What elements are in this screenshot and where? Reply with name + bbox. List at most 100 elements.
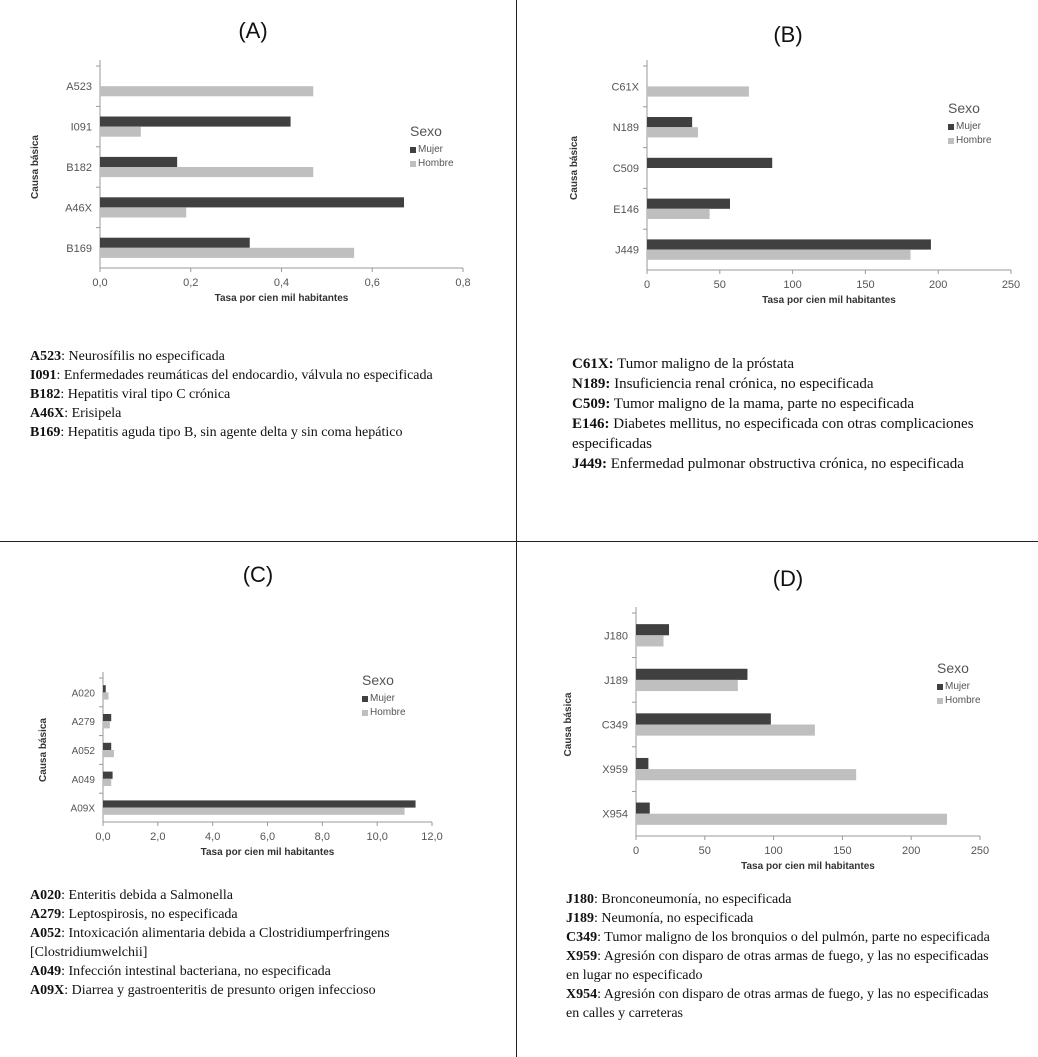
bar-hombre <box>636 679 738 692</box>
chart-b: 0 50 100 150 200 250 Tasa por cien mil habitan… <box>569 60 1020 306</box>
note-item: A09X: Diarrea y gastroenteritis de presu… <box>30 981 470 1000</box>
panel-c-title: (C) <box>242 562 274 587</box>
category-label: A279 <box>72 717 96 728</box>
legend-label-hombre: Hombre <box>370 707 406 718</box>
note-code: E146: <box>572 416 610 432</box>
panel-b-title: (B) <box>773 22 803 47</box>
legend-title: Sexo <box>410 123 442 139</box>
note-code: N189: <box>572 376 611 392</box>
note-text: : Hepatitis aguda tipo B, sin agente del… <box>60 425 403 440</box>
category-label: A523 <box>66 81 92 93</box>
note-code: A46X <box>30 406 65 421</box>
swatch-mujer <box>362 696 368 702</box>
note-text: : Leptospirosis, no especificada <box>61 907 238 922</box>
category-label: A09X <box>71 804 96 815</box>
note-text: : Bronconeumonía, no especificada <box>594 892 792 907</box>
note-code: B182 <box>30 387 61 402</box>
note-code: I091 <box>30 368 57 383</box>
x-tick-label: 8,0 <box>315 831 330 843</box>
bar-mujer <box>100 237 250 248</box>
x-tick-label: 0,6 <box>365 277 380 289</box>
legend-item-hombre: Hombre <box>410 157 454 171</box>
note-code: X959 <box>566 949 598 964</box>
horizontal-divider <box>0 541 1038 542</box>
note-text: : Agresión con disparo de otras armas de… <box>566 949 989 983</box>
x-tick-label: 0,4 <box>274 277 289 289</box>
note-text: : Neumonía, no especificada <box>594 911 754 926</box>
x-tick-label: 250 <box>971 845 989 857</box>
note-text: Enfermedad pulmonar obstructiva crónica,… <box>607 456 964 472</box>
category-label: C349 <box>602 720 628 732</box>
category-label: A46X <box>65 202 93 214</box>
bar-mujer <box>636 802 650 814</box>
vertical-divider <box>516 0 517 1057</box>
note-item: A46X: Erisipela <box>30 404 500 423</box>
note-code: J189 <box>566 911 594 926</box>
note-code: C349 <box>566 930 598 945</box>
legend-label-hombre: Hombre <box>418 158 454 169</box>
bar-mujer <box>103 800 416 808</box>
notes-c: A020: Enteritis debida a Salmonella A279… <box>30 886 470 1000</box>
y-axis-label: Causa básica <box>30 135 41 199</box>
note-code: A09X <box>30 983 65 998</box>
legend-title: Sexo <box>948 100 980 116</box>
legend-title: Sexo <box>362 672 394 688</box>
bar-mujer <box>103 714 112 722</box>
category-label: J180 <box>604 630 628 642</box>
swatch-mujer <box>410 147 416 153</box>
x-tick-label: 150 <box>856 279 874 291</box>
note-code: C509: <box>572 396 611 412</box>
note-text: Diabetes mellitus, no especificada con o… <box>572 416 974 452</box>
note-item: J449: Enfermedad pulmonar obstructiva cr… <box>572 454 1012 474</box>
bar-hombre <box>103 692 109 700</box>
x-tick-label: 100 <box>783 279 801 291</box>
category-label: E146 <box>613 204 639 216</box>
swatch-hombre <box>937 698 943 704</box>
x-tick-label: 100 <box>764 845 782 857</box>
legend-item-mujer: Mujer <box>948 120 992 134</box>
x-tick-label: 6,0 <box>260 831 275 843</box>
note-code: C61X: <box>572 356 614 372</box>
note-text: : Neurosífilis no especificada <box>61 349 225 364</box>
x-axis-label: Tasa por cien mil habitantes <box>741 861 875 872</box>
bar-hombre <box>100 167 314 178</box>
legend-a: Sexo Mujer Hombre <box>410 123 454 171</box>
category-label: J449 <box>615 245 639 257</box>
note-item: A049: Infección intestinal bacteriana, n… <box>30 962 470 981</box>
chart-a: 0,0 0,2 0,4 0,6 0,8 Tasa por cien mil habitan… <box>30 60 471 304</box>
legend-item-hombre: Hombre <box>948 134 992 148</box>
bar-mujer <box>636 624 670 636</box>
note-code: A049 <box>30 964 62 979</box>
bar-mujer <box>636 757 649 770</box>
swatch-mujer <box>937 684 943 690</box>
swatch-hombre <box>948 138 954 144</box>
legend-label-hombre: Hombre <box>956 135 992 146</box>
bar-hombre <box>647 208 710 219</box>
legend-item-hombre: Hombre <box>362 706 406 720</box>
note-code: B169 <box>30 425 61 440</box>
note-text: : Enteritis debida a Salmonella <box>61 888 233 903</box>
note-item: J180: Bronconeumonía, no especificada <box>566 890 996 909</box>
note-text: Insuficiencia renal crónica, no especifi… <box>610 376 874 392</box>
note-text: Tumor maligno de la próstata <box>613 356 795 372</box>
bar-hombre <box>103 721 110 729</box>
note-item: E146: Diabetes mellitus, no especificada… <box>572 414 1012 454</box>
bar-mujer <box>100 116 291 127</box>
x-axis-label: Tasa por cien mil habitantes <box>215 293 349 304</box>
note-item: C509: Tumor maligno de la mama, parte no… <box>572 394 1012 414</box>
category-label: X954 <box>602 809 628 821</box>
legend-label-mujer: Mujer <box>956 121 982 132</box>
category-label: C509 <box>613 163 639 175</box>
chart-d: 0 50 100 150 200 250 Tasa por cien mil habitan… <box>563 607 989 872</box>
panel-a-title: (A) <box>238 18 268 43</box>
x-tick-label: 150 <box>833 845 851 857</box>
bar-mujer <box>647 157 773 168</box>
y-axis-label: Causa básica <box>569 136 580 200</box>
bar-mujer <box>636 713 771 725</box>
note-item: X959: Agresión con disparo de otras arma… <box>566 947 996 985</box>
category-label: A049 <box>72 775 96 786</box>
bar-mujer <box>103 771 113 779</box>
x-tick-label: 10,0 <box>366 831 387 843</box>
x-tick-label: 0,0 <box>92 277 107 289</box>
legend-item-hombre: Hombre <box>937 694 981 708</box>
